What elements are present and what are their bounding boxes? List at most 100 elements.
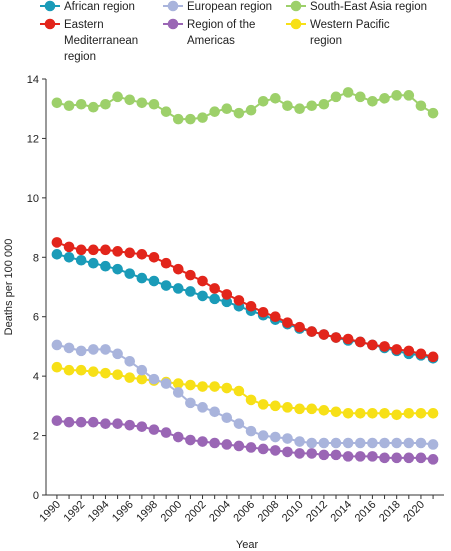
data-point [209, 283, 220, 294]
data-point [197, 402, 208, 413]
legend-swatch-dot [167, 18, 179, 30]
data-point [318, 449, 330, 461]
data-point [160, 378, 172, 389]
data-point [257, 430, 269, 441]
x-axis-label: Year [236, 539, 259, 551]
data-point [112, 246, 123, 257]
data-point [306, 437, 318, 449]
y-tick-label: 14 [27, 74, 39, 86]
data-point [257, 95, 269, 107]
data-point [282, 100, 293, 112]
data-point [270, 400, 281, 412]
x-tick-label: 2008 [256, 499, 282, 525]
series-european-region [51, 339, 439, 450]
data-point [88, 244, 99, 256]
data-point [136, 272, 148, 284]
data-point [367, 339, 378, 351]
data-point [197, 275, 208, 287]
data-point [172, 431, 184, 443]
data-point [367, 437, 378, 449]
data-point [245, 425, 257, 437]
data-point [342, 451, 354, 462]
data-point [75, 345, 87, 357]
data-point [100, 260, 111, 272]
data-point [391, 90, 402, 101]
data-point [379, 437, 390, 449]
data-point [160, 257, 172, 269]
data-point [209, 437, 220, 449]
data-point [185, 269, 196, 281]
data-point [379, 452, 390, 464]
data-point [282, 446, 293, 458]
data-point [221, 289, 233, 300]
data-point [112, 369, 123, 380]
data-point [112, 418, 123, 429]
data-point [172, 387, 184, 398]
data-point [209, 293, 220, 305]
legend-swatch-dot [167, 0, 179, 12]
data-point [270, 311, 281, 323]
data-point [88, 366, 99, 377]
y-tick-label: 0 [33, 490, 39, 502]
legend-swatch-dot [290, 0, 302, 12]
data-point [197, 436, 208, 447]
x-tick-label: 1990 [37, 499, 63, 525]
data-point [148, 373, 160, 385]
data-point [427, 107, 439, 119]
data-point [51, 97, 63, 109]
data-point [172, 283, 184, 294]
x-tick-label: 1996 [110, 499, 136, 525]
data-point [427, 439, 439, 450]
data-point [136, 364, 148, 376]
series-south-east-asia-region [51, 87, 439, 125]
y-tick-label: 2 [33, 431, 39, 443]
y-tick-label: 10 [27, 193, 39, 205]
data-point [172, 263, 184, 275]
data-point [257, 306, 269, 318]
data-point [160, 280, 172, 291]
data-point [100, 98, 111, 110]
legend-label: region [64, 51, 96, 63]
data-point [318, 329, 330, 340]
data-point [367, 451, 378, 462]
data-point [63, 251, 75, 263]
x-tick-label: 2014 [328, 499, 354, 525]
data-point [233, 107, 245, 119]
legend-label: Eastern [64, 19, 104, 31]
data-point [221, 439, 233, 450]
data-point [379, 341, 390, 352]
data-point [197, 112, 208, 123]
data-point [148, 251, 160, 263]
x-tick-label: 2010 [280, 499, 306, 525]
data-point [209, 381, 220, 392]
data-point [367, 407, 378, 419]
data-point [318, 405, 330, 416]
data-point [330, 91, 342, 103]
data-point [282, 402, 293, 413]
data-point [354, 451, 366, 462]
data-point [415, 452, 427, 464]
data-point [245, 301, 257, 312]
legend-label: African region [64, 1, 135, 13]
data-point [112, 348, 123, 360]
x-tick-label: 1998 [134, 499, 160, 525]
y-tick-label: 6 [33, 312, 39, 324]
legend-label: Region of the [187, 19, 255, 31]
data-point [403, 452, 415, 464]
legend-entry: African region [40, 0, 135, 13]
data-point [245, 394, 257, 406]
data-point [75, 416, 87, 428]
data-point [209, 406, 220, 418]
data-point [221, 382, 233, 394]
data-point [112, 91, 123, 103]
data-point [245, 104, 257, 116]
y-axis-label: Deaths per 100 000 [3, 239, 15, 336]
data-point [197, 381, 208, 392]
data-point [185, 113, 196, 125]
data-point [63, 241, 75, 253]
legend-label: South-East Asia region [310, 1, 427, 13]
data-point [342, 407, 354, 419]
data-point [100, 367, 111, 379]
data-point [136, 249, 148, 260]
legend-swatch-dot [44, 18, 56, 30]
